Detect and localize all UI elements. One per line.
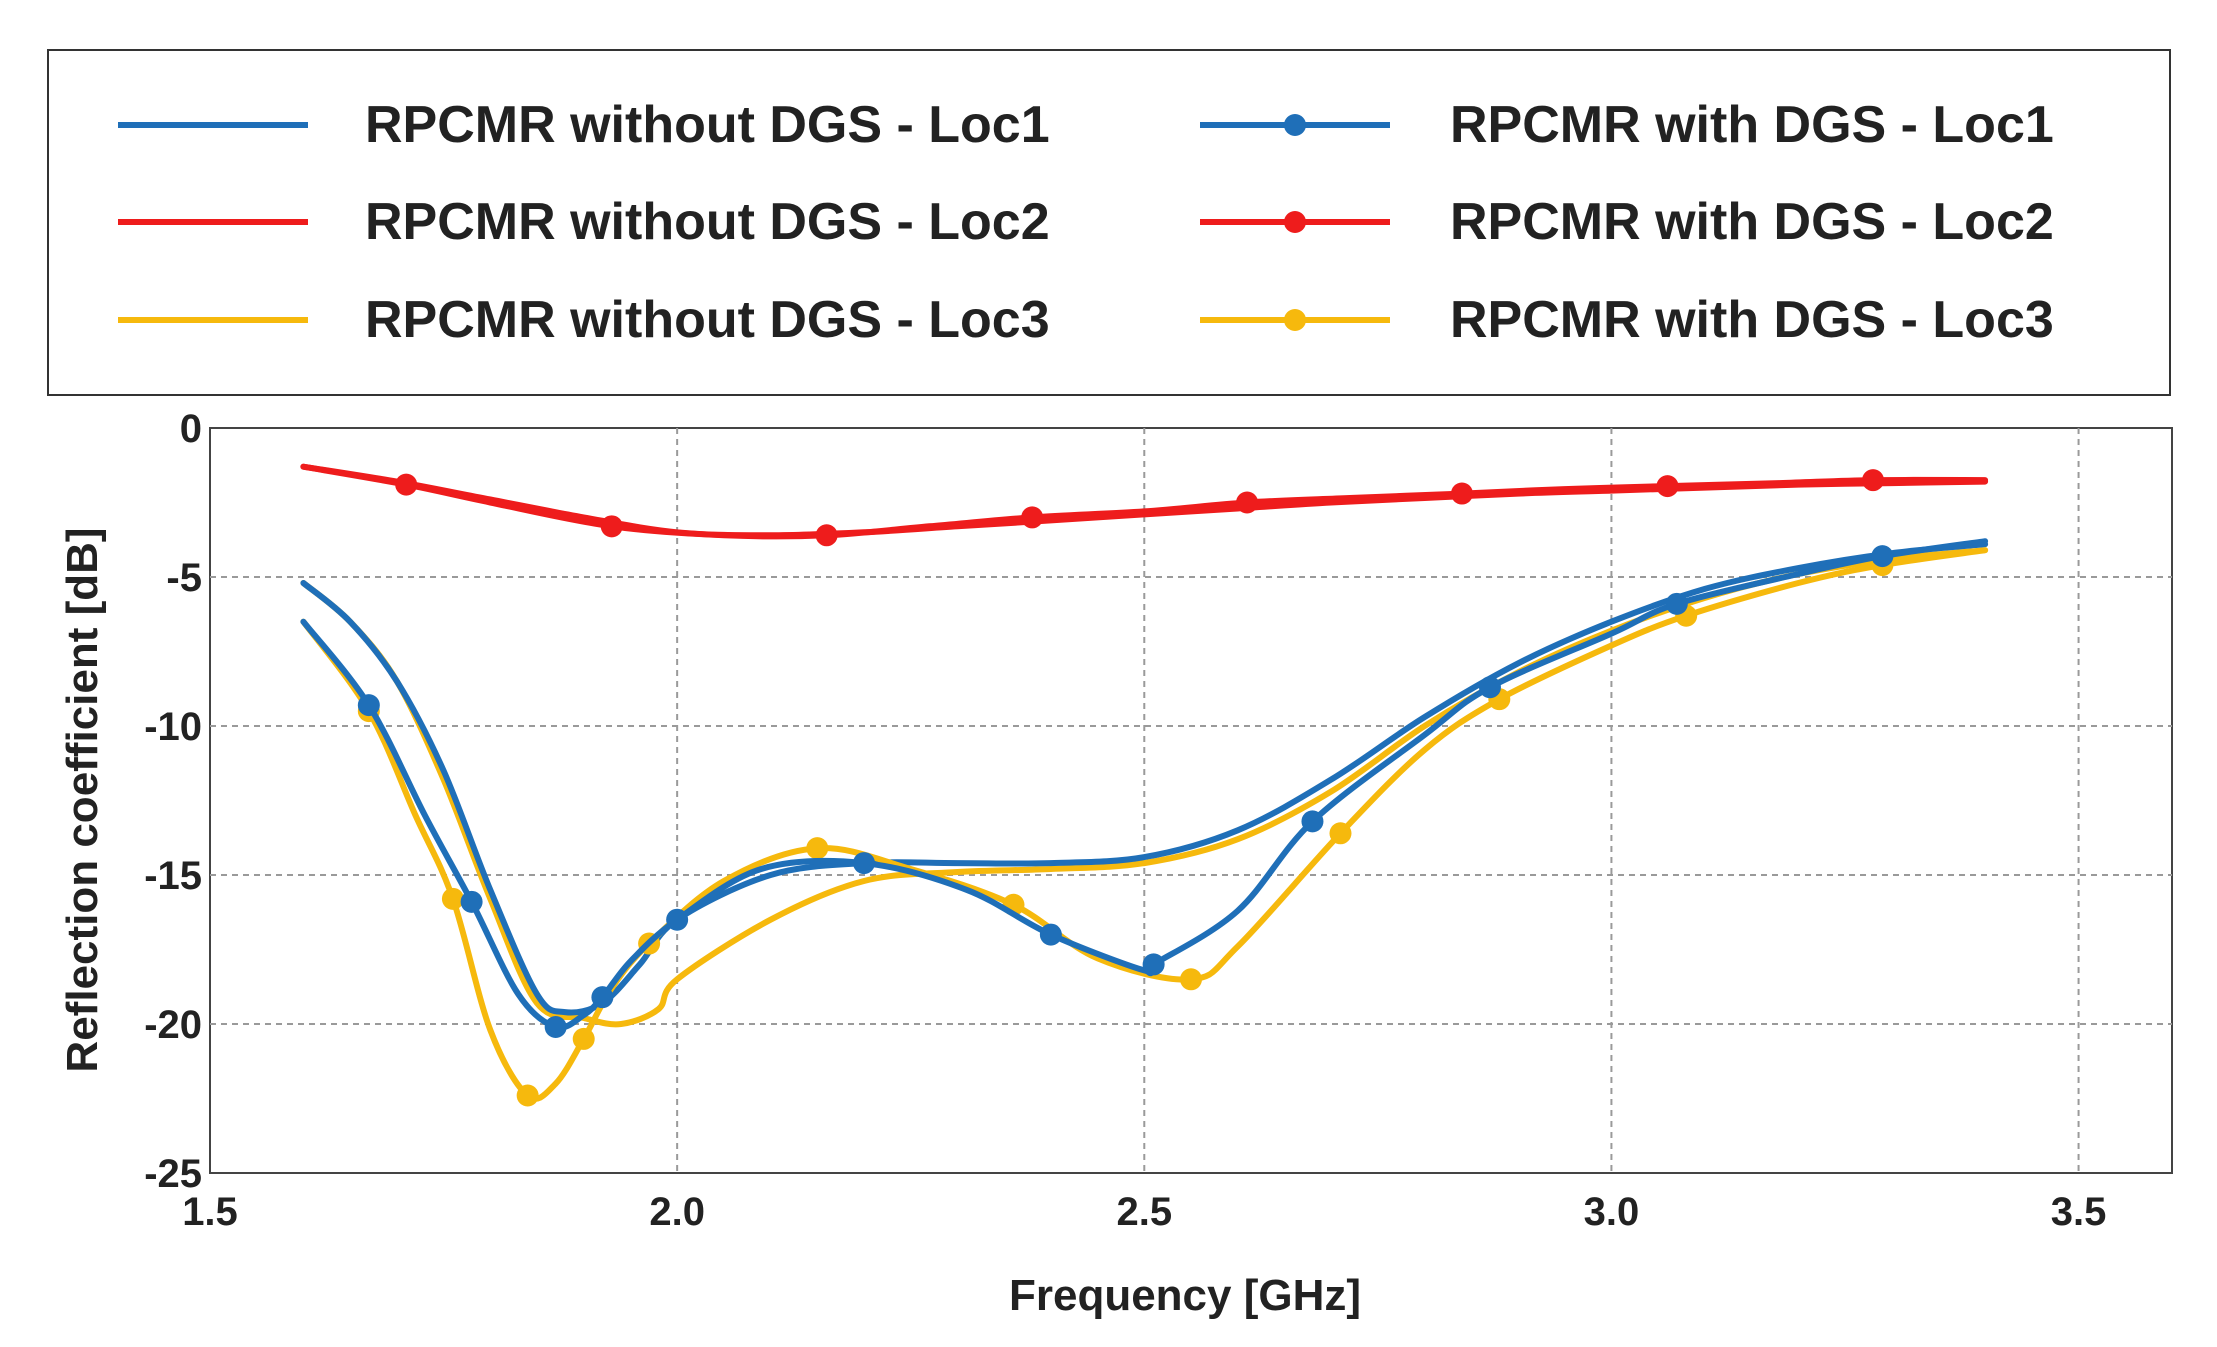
series-rpcmr-without-dgs-loc1	[300, 541, 1989, 1016]
y-tick-labels: 0 -5 -10 -15 -20 -25	[144, 407, 202, 1196]
legend-entry: RPCMR without DGS - Loc1	[118, 96, 1050, 154]
legend: RPCMR without DGS - Loc1 RPCMR without DG…	[47, 49, 2171, 396]
data-point	[1021, 506, 1044, 529]
data-point	[1478, 676, 1501, 699]
series-line	[300, 547, 1989, 1102]
legend-label: RPCMR without DGS - Loc2	[365, 193, 1050, 251]
x-tick-label: 2.5	[1116, 1190, 1172, 1234]
series-layer	[300, 463, 1989, 1107]
data-point	[1871, 545, 1894, 568]
legend-marker	[1284, 309, 1306, 331]
plot-area	[209, 427, 2173, 1174]
data-point	[1862, 469, 1885, 492]
data-point	[1039, 923, 1062, 946]
data-point	[460, 890, 483, 913]
legend-entry: RPCMR with DGS - Loc3	[1200, 291, 2054, 349]
legend-marker	[1284, 211, 1306, 233]
legend-label: RPCMR with DGS - Loc1	[1450, 96, 2054, 154]
x-tick-label: 3.0	[1584, 1190, 1640, 1234]
legend-marker	[1284, 114, 1306, 136]
y-tick-label: -5	[166, 556, 202, 600]
legend-label: RPCMR without DGS - Loc3	[365, 291, 1050, 349]
legend-label: RPCMR without DGS - Loc1	[365, 96, 1050, 154]
y-tick-label: 0	[180, 407, 202, 451]
y-axis-label: Reflection coefficient [dB]	[58, 527, 107, 1072]
legend-entry: RPCMR without DGS - Loc3	[118, 291, 1050, 349]
x-tick-label: 1.5	[182, 1190, 238, 1234]
legend-label: RPCMR with DGS - Loc2	[1450, 193, 2054, 251]
data-point	[1301, 810, 1324, 833]
legend-entry: RPCMR with DGS - Loc1	[1200, 96, 2054, 154]
data-point	[1236, 491, 1259, 514]
data-point	[516, 1084, 539, 1107]
x-axis-label: Frequency [GHz]	[1009, 1271, 1361, 1320]
data-point	[1329, 822, 1352, 845]
data-point	[357, 694, 380, 717]
series-line	[300, 538, 1989, 1031]
legend-label: RPCMR with DGS - Loc3	[1450, 291, 2054, 349]
data-point	[544, 1015, 567, 1038]
data-point	[600, 515, 623, 538]
data-point	[1656, 475, 1679, 498]
data-point	[1142, 953, 1165, 976]
data-point	[1450, 482, 1473, 505]
grid	[210, 428, 2172, 1173]
data-point	[441, 887, 464, 910]
data-point	[1665, 592, 1688, 615]
y-tick-label: -15	[144, 854, 202, 898]
x-tick-label: 2.0	[649, 1190, 705, 1234]
legend-entry: RPCMR with DGS - Loc2	[1200, 193, 2054, 251]
data-point	[395, 473, 418, 496]
y-tick-label: -20	[144, 1003, 202, 1047]
x-tick-label: 3.5	[2051, 1190, 2107, 1234]
data-point	[1180, 968, 1202, 991]
legend-entry: RPCMR without DGS - Loc2	[118, 193, 1050, 251]
data-point	[666, 908, 689, 931]
plot-frame	[209, 427, 2173, 1174]
data-point	[806, 837, 829, 860]
y-tick-label: -25	[144, 1152, 202, 1196]
data-point	[572, 1027, 595, 1050]
y-tick-label: -10	[144, 705, 202, 749]
series-rpcmr-with-dgs-loc2	[300, 463, 1989, 547]
series-rpcmr-with-dgs-loc1	[300, 538, 1989, 1038]
series-line	[300, 463, 1989, 540]
series-line	[300, 541, 1989, 1016]
legend-box	[47, 49, 2171, 396]
x-tick-labels: 1.5 2.0 2.5 3.0 3.5	[182, 1190, 2106, 1234]
data-point	[591, 986, 614, 1009]
data-point	[815, 524, 838, 547]
data-point	[853, 852, 875, 875]
